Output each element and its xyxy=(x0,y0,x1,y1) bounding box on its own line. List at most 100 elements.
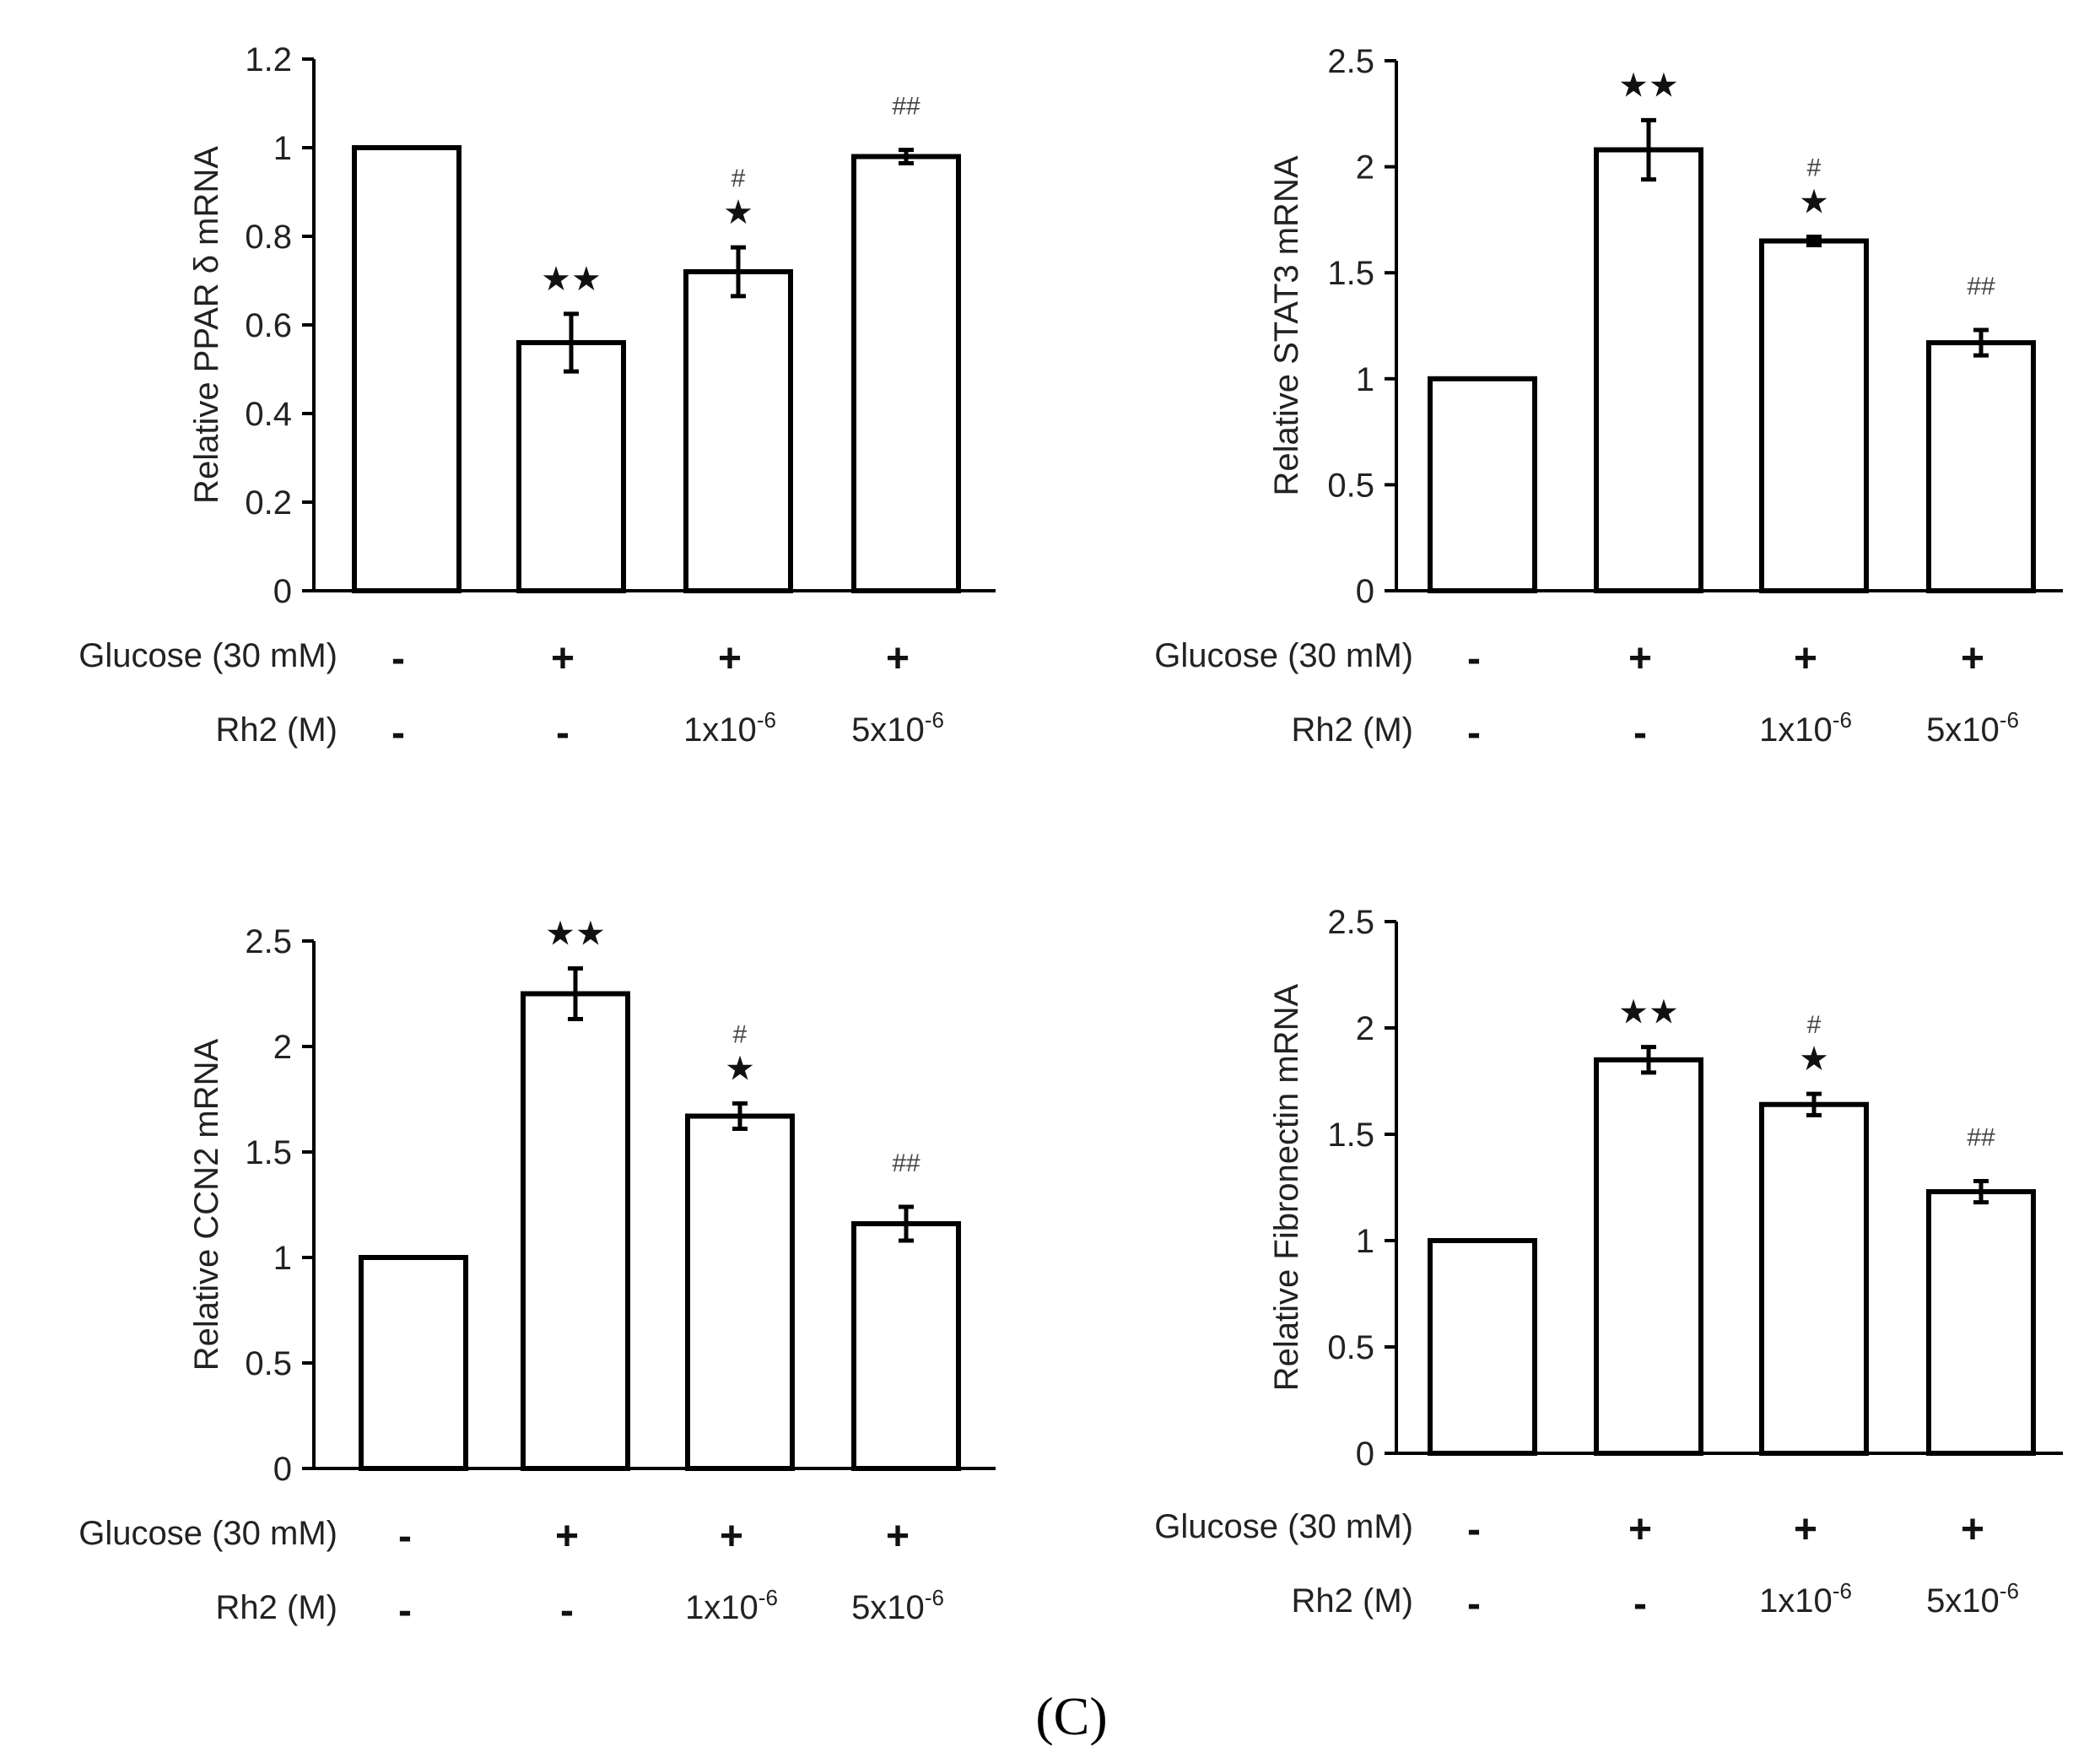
significance-hash: # xyxy=(1807,1011,1822,1039)
rh2-condition: - xyxy=(556,711,570,755)
glucose-condition: + xyxy=(886,636,910,681)
rh2-condition: - xyxy=(1633,711,1647,755)
y-tick-label: 2 xyxy=(1356,149,1374,187)
y-tick-label: 1.2 xyxy=(245,41,292,78)
y-tick-label: 1.5 xyxy=(1327,1117,1374,1154)
rh2-base: 5x10 xyxy=(1926,1582,2000,1620)
glucose-condition: + xyxy=(1961,1507,1984,1552)
significance-hash: # xyxy=(733,1021,748,1049)
y-tick-label: 1.5 xyxy=(245,1134,292,1171)
rh2-condition: - xyxy=(398,1588,412,1633)
bar xyxy=(851,1221,961,1471)
significance-star: ★★ xyxy=(545,915,606,954)
bar xyxy=(1428,1238,1537,1456)
glucose-condition: + xyxy=(1794,636,1817,681)
rh2-condition: - xyxy=(1467,711,1481,755)
y-axis-title: Relative PPAR δ mRNA xyxy=(188,146,225,504)
significance-star: ★★ xyxy=(541,260,602,299)
rh2-base: 1x10 xyxy=(1759,711,1833,749)
rh2-row-label: Rh2 (M) xyxy=(1292,1582,1413,1620)
bar xyxy=(359,1255,468,1471)
rh2-row-label: Rh2 (M) xyxy=(216,711,337,749)
rh2-condition: 5x10-6 xyxy=(851,1585,944,1626)
glucose-condition: - xyxy=(1467,1507,1481,1552)
bar xyxy=(1759,238,1869,593)
bar xyxy=(683,269,793,593)
glucose-condition: + xyxy=(1628,636,1652,681)
y-tick-label: 2 xyxy=(273,1029,292,1066)
rh2-base: 1x10 xyxy=(1759,1582,1833,1620)
rh2-condition: - xyxy=(560,1588,574,1633)
rh2-condition: - xyxy=(1467,1582,1481,1626)
bar xyxy=(516,340,626,593)
glucose-row-label: Glucose (30 mM) xyxy=(78,1515,337,1552)
bar xyxy=(521,991,630,1471)
glucose-condition: + xyxy=(551,636,575,681)
rh2-condition: 5x10-6 xyxy=(1926,1578,2019,1620)
glucose-condition: + xyxy=(886,1514,910,1559)
rh2-condition: 1x10-6 xyxy=(1759,1578,1852,1620)
y-tick-label: 0.8 xyxy=(245,219,292,256)
rh2-row-label: Rh2 (M) xyxy=(1292,711,1413,749)
rh2-condition: 1x10-6 xyxy=(685,1585,778,1626)
bar xyxy=(685,1113,795,1471)
y-tick-label: 1 xyxy=(1356,361,1374,398)
rh2-condition: 1x10-6 xyxy=(1759,707,1852,749)
y-tick-label: 0 xyxy=(1356,573,1374,610)
y-tick-label: 0.4 xyxy=(245,396,292,433)
glucose-row-label: Glucose (30 mM) xyxy=(78,637,337,674)
rh2-condition: 5x10-6 xyxy=(851,707,944,749)
glucose-condition: + xyxy=(1794,1507,1817,1552)
bar xyxy=(1759,1101,1869,1456)
rh2-condition: 1x10-6 xyxy=(683,707,776,749)
glucose-condition: + xyxy=(555,1514,579,1559)
y-tick-label: 2 xyxy=(1356,1010,1374,1047)
significance-star: ★ xyxy=(1799,1040,1829,1079)
glucose-condition: + xyxy=(718,636,742,681)
significance-hash: ## xyxy=(892,1149,920,1177)
y-tick-label: 0.2 xyxy=(245,484,292,522)
y-tick-label: 0 xyxy=(273,573,292,610)
glucose-condition: - xyxy=(391,636,405,681)
glucose-condition: + xyxy=(1961,636,1984,681)
glucose-row-label: Glucose (30 mM) xyxy=(1154,637,1413,674)
y-tick-label: 0.5 xyxy=(1327,1329,1374,1366)
y-tick-label: 0 xyxy=(1356,1436,1374,1473)
rh2-exponent: -6 xyxy=(757,707,776,733)
glucose-row-label: Glucose (30 mM) xyxy=(1154,1508,1413,1545)
bar xyxy=(1594,1057,1703,1457)
y-tick-label: 1 xyxy=(1356,1223,1374,1260)
rh2-exponent: -6 xyxy=(1833,707,1852,733)
rh2-base: 5x10 xyxy=(1926,711,2000,749)
rh2-base: 5x10 xyxy=(851,711,925,749)
glucose-condition: + xyxy=(720,1514,743,1559)
significance-hash: ## xyxy=(1967,1123,1995,1151)
bar xyxy=(1594,147,1703,593)
bar xyxy=(352,145,462,593)
figure-caption: (C) xyxy=(1035,1686,1107,1746)
significance-hash: ## xyxy=(892,93,920,121)
y-tick-label: 0.6 xyxy=(245,307,292,344)
rh2-exponent: -6 xyxy=(2000,1578,2019,1603)
significance-hash: # xyxy=(731,165,746,192)
rh2-condition: 5x10-6 xyxy=(1926,707,2019,749)
y-tick-label: 2.5 xyxy=(1327,43,1374,80)
rh2-exponent: -6 xyxy=(758,1585,778,1610)
rh2-condition: - xyxy=(1633,1582,1647,1626)
y-tick-label: 0.5 xyxy=(1327,467,1374,504)
glucose-condition: - xyxy=(1467,636,1481,681)
significance-star: ★★ xyxy=(1618,66,1679,105)
y-tick-label: 0 xyxy=(273,1451,292,1488)
rh2-base: 5x10 xyxy=(851,1589,925,1626)
bar xyxy=(1428,376,1537,593)
rh2-exponent: -6 xyxy=(925,1585,944,1610)
significance-star: ★ xyxy=(723,193,753,232)
significance-star: ★ xyxy=(1799,182,1829,221)
rh2-base: 1x10 xyxy=(683,711,757,749)
y-tick-label: 2.5 xyxy=(245,923,292,960)
